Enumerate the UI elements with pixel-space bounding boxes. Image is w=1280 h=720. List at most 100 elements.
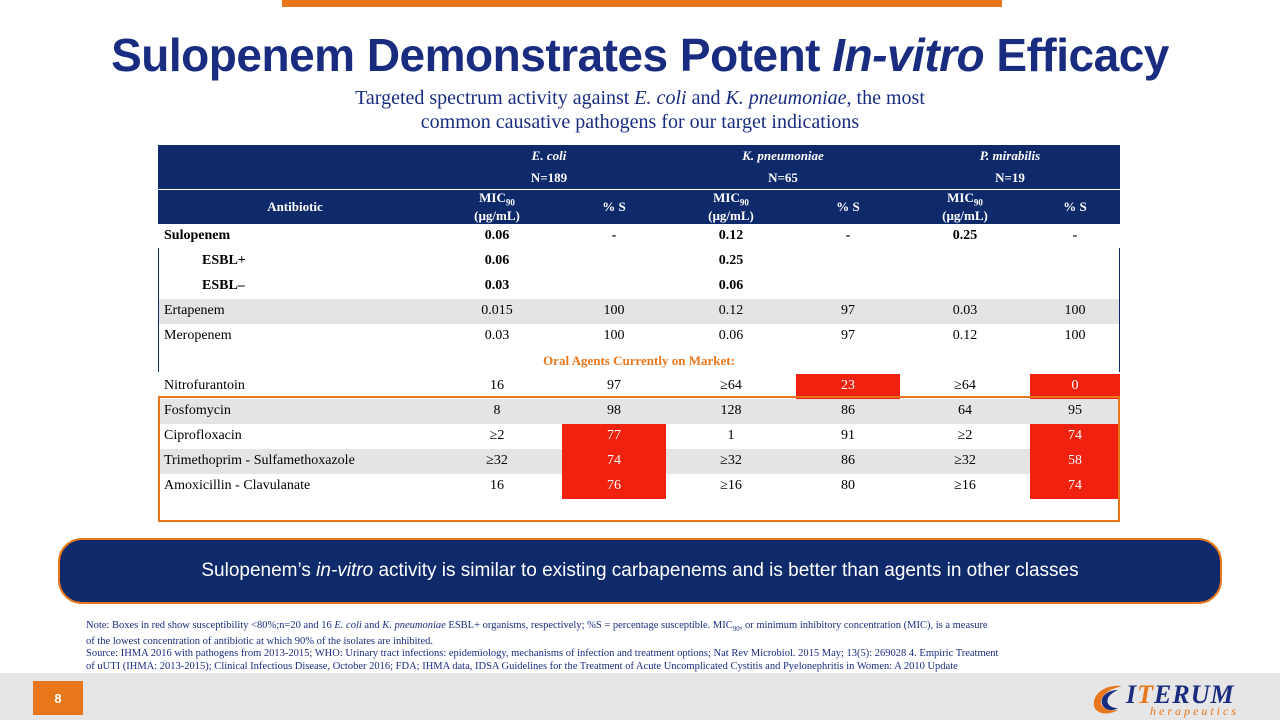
- pct-s-cell: 0: [1030, 373, 1120, 399]
- antibiotic-name: ESBL+: [158, 248, 432, 274]
- mic-value-cell: 0.06: [666, 273, 796, 299]
- callout-italic: in-vitro: [316, 560, 374, 581]
- mic-value-cell: ≥16: [900, 473, 1030, 499]
- mic-value-cell: 0.12: [666, 298, 796, 324]
- pct-s-cell: [1030, 273, 1120, 299]
- table-row: Sulopenem 0.06-0.12-0.25-: [158, 223, 1120, 249]
- pct-s-cell: 86: [796, 448, 900, 474]
- mic-value-cell: 0.25: [900, 223, 1030, 249]
- pct-s-cell: 74: [562, 448, 666, 474]
- mic-value-cell: ≥2: [900, 423, 1030, 449]
- top-accent-bar: [282, 0, 1002, 7]
- mic-sub: 90: [505, 197, 515, 208]
- antibiotic-name: Amoxicillin - Clavulanate: [158, 473, 432, 499]
- antibiotic-name: Ertapenem: [158, 298, 432, 324]
- pct-s-cell: 100: [1030, 323, 1120, 349]
- logo-letter-t: T: [1137, 680, 1155, 709]
- organism-n: N=19: [995, 170, 1025, 185]
- mic-header: MIC90 (µg/mL): [666, 188, 796, 224]
- pct-s-cell: 97: [562, 373, 666, 399]
- pct-s-cell: 100: [1030, 298, 1120, 324]
- pct-s-cell: 86: [796, 398, 900, 424]
- organism-header-ecoli: E. coli N=189: [432, 145, 666, 190]
- source-line-2: of uUTI (IHMA: 2013-2015); Clinical Infe…: [86, 660, 958, 672]
- metric-header-row: Antibiotic MIC90 (µg/mL) % S MIC90 (µg/mL)…: [158, 188, 1120, 224]
- mic-value-cell: ≥2: [432, 423, 562, 449]
- table-row: Ertapenem 0.015 100 0.12 97 0.03 100: [158, 298, 1120, 324]
- mic-value-cell: ≥64: [900, 373, 1030, 399]
- mic-unit: (µg/mL): [708, 207, 754, 223]
- table-row: ESBL+ 0.06 0.25: [158, 248, 1120, 274]
- pct-s-cell: 98: [562, 398, 666, 424]
- oral-agent-rows: Nitrofurantoin 16 97 ≥64 23 ≥64 0 Fosfomycin 8 98…: [158, 373, 1120, 499]
- footer-bar: [0, 673, 1280, 720]
- pct-s-cell: 95: [1030, 398, 1120, 424]
- pct-s-cell: 77: [562, 423, 666, 449]
- pct-s-cell: 23: [796, 373, 900, 399]
- pct-s-cell: [562, 273, 666, 299]
- table-row: Trimethoprim - Sulfamethoxazole ≥32 74 ≥32 8…: [158, 448, 1120, 474]
- note-ecoli: E. coli: [334, 620, 362, 631]
- organism-name: P. mirabilis: [979, 148, 1041, 163]
- mic-label: MIC: [947, 190, 974, 205]
- mic-value-cell: 0.015: [432, 298, 562, 324]
- antibiotic-name: Meropenem: [158, 323, 432, 349]
- antibiotic-name: Sulopenem: [158, 223, 432, 249]
- logo-letters-erum: ERUM: [1154, 680, 1235, 709]
- header-blank: [158, 145, 432, 190]
- pct-s-cell: 100: [562, 298, 666, 324]
- subtitle-ecoli: E. coli: [634, 87, 687, 109]
- title-suffix: Efficacy: [984, 29, 1169, 81]
- note-kpn: K. pneumoniae: [382, 620, 446, 631]
- mic-value-cell: ≥32: [432, 448, 562, 474]
- mic-value-cell: 64: [900, 398, 1030, 424]
- pct-s-cell: 97: [796, 298, 900, 324]
- mic-value-cell: 0.06: [666, 323, 796, 349]
- title-prefix: Sulopenem Demonstrates Potent: [111, 29, 833, 81]
- title-italic: In-vitro: [832, 29, 985, 81]
- mic-value-cell: [900, 248, 1030, 274]
- antibiotic-name: Nitrofurantoin: [158, 373, 432, 399]
- pct-s-cell: [1030, 248, 1120, 274]
- antibiotic-name: ESBL–: [158, 273, 432, 299]
- logo-subtext: herapeutics: [1150, 704, 1239, 718]
- mic-unit: (µg/mL): [474, 207, 520, 223]
- pct-s-cell: 97: [796, 323, 900, 349]
- subtitle-kpn: K. pneumoniae: [725, 87, 847, 109]
- slide-title: Sulopenem Demonstrates Potent In-vitro E…: [0, 28, 1280, 82]
- oral-agents-header-row: Oral Agents Currently on Market:: [158, 348, 1120, 374]
- table-row: Meropenem 0.03 100 0.06 97 0.12 100: [158, 323, 1120, 349]
- pct-s-cell: -: [796, 223, 900, 249]
- mic-header: MIC90 (µg/mL): [900, 188, 1030, 224]
- note-and: and: [361, 620, 383, 631]
- antibiotic-header: Antibiotic: [158, 188, 432, 224]
- table-row: Fosfomycin 8 98 128 86 64 95: [158, 398, 1120, 424]
- mic-value-cell: 16: [432, 373, 562, 399]
- note-text: ESBL+ organisms, respectively; %S = perc…: [445, 620, 733, 631]
- source-line-1: Source: IHMA 2016 with pathogens from 20…: [86, 648, 999, 660]
- note-text: , or minimum inhibitory concentration (M…: [739, 620, 988, 631]
- mic-value-cell: 0.06: [432, 248, 562, 274]
- antibiotic-name: Trimethoprim - Sulfamethoxazole: [158, 448, 432, 474]
- mic-value-cell: 0.06: [432, 223, 562, 249]
- mic-value-cell: 128: [666, 398, 796, 424]
- mic-value-cell: ≥32: [666, 448, 796, 474]
- antibiotic-name: Fosfomycin: [158, 398, 432, 424]
- mic-value-cell: [900, 273, 1030, 299]
- mic-value-cell: 0.03: [900, 298, 1030, 324]
- note-sub: 90: [732, 625, 740, 634]
- organism-header-row: E. coli N=189 K. pneumoniae N=65 P. mira…: [158, 145, 1120, 190]
- mic-unit: (µg/mL): [942, 207, 988, 223]
- organism-name: K. pneumoniae: [742, 148, 824, 163]
- pct-s-cell: 74: [1030, 423, 1120, 449]
- organism-n: N=65: [768, 170, 798, 185]
- subtitle-line2: common causative pathogens for our targe…: [420, 111, 860, 133]
- organism-name: E. coli: [531, 148, 567, 163]
- mic-value-cell: 0.03: [432, 273, 562, 299]
- logo-wordmark: ITERUM: [1126, 680, 1235, 710]
- callout-suffix: activity is similar to existing carbapen…: [373, 560, 1079, 581]
- pct-s-cell: 76: [562, 473, 666, 499]
- table-row: Ciprofloxacin ≥2 77 1 91 ≥2 74: [158, 423, 1120, 449]
- pct-s-cell: 91: [796, 423, 900, 449]
- pct-s-header: % S: [562, 188, 666, 224]
